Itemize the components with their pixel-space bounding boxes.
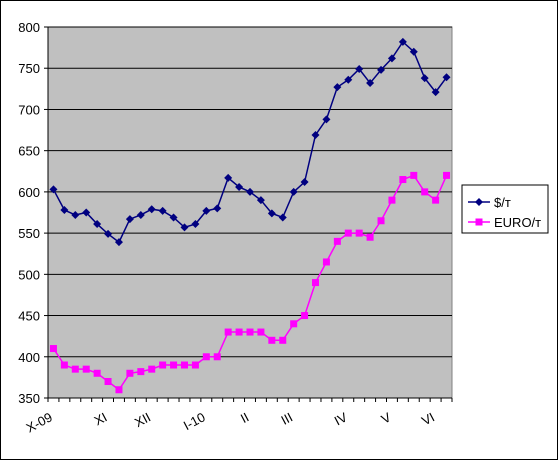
point — [148, 365, 156, 373]
point — [224, 328, 232, 336]
point — [268, 336, 276, 344]
point — [191, 220, 200, 229]
point — [421, 188, 429, 196]
point — [136, 210, 145, 219]
point — [475, 198, 483, 206]
point — [93, 369, 101, 377]
y-tick-label: 800 — [18, 20, 40, 35]
point — [267, 209, 276, 218]
point — [366, 233, 374, 241]
point — [125, 215, 134, 224]
y-tick-label: 350 — [18, 391, 40, 406]
y-tick-label: 500 — [18, 267, 40, 282]
point — [180, 361, 188, 369]
point — [279, 336, 287, 344]
point — [235, 328, 243, 336]
point — [420, 74, 429, 83]
point — [278, 213, 287, 222]
point — [312, 279, 320, 287]
y-tick-label: 700 — [18, 102, 40, 117]
point — [213, 353, 221, 361]
point — [311, 131, 320, 140]
point — [475, 218, 483, 226]
point — [409, 47, 418, 56]
point — [60, 361, 68, 369]
point — [169, 213, 178, 222]
point — [410, 171, 418, 179]
plot-area — [47, 26, 453, 399]
point — [82, 365, 90, 373]
point — [432, 196, 440, 204]
point — [213, 204, 222, 213]
point — [333, 83, 342, 92]
point — [322, 258, 330, 266]
point — [191, 361, 199, 369]
point — [104, 229, 113, 238]
point — [387, 54, 396, 63]
point — [104, 378, 112, 386]
point — [180, 223, 189, 232]
point — [126, 369, 134, 377]
point — [202, 353, 210, 361]
point — [115, 386, 123, 394]
point — [289, 187, 298, 196]
point — [322, 115, 331, 124]
point — [246, 328, 254, 336]
point — [256, 196, 265, 205]
point — [377, 65, 386, 74]
legend: $/т EURO/т — [461, 184, 549, 234]
legend-label: EURO/т — [494, 215, 541, 230]
point — [300, 177, 309, 186]
point — [366, 79, 375, 88]
point — [71, 210, 80, 219]
point — [147, 205, 156, 214]
point — [344, 75, 353, 84]
point — [158, 206, 167, 215]
point — [246, 187, 254, 196]
point — [60, 206, 69, 215]
point — [442, 73, 451, 82]
point — [202, 206, 211, 215]
point — [355, 65, 364, 74]
point — [290, 320, 298, 328]
point — [399, 176, 407, 184]
y-tick-label: 750 — [18, 61, 40, 76]
point — [431, 88, 440, 97]
point — [257, 328, 265, 336]
point — [388, 196, 396, 204]
y-tick-label: 450 — [18, 309, 40, 324]
point — [301, 312, 309, 320]
point — [49, 345, 57, 353]
point — [377, 217, 385, 225]
y-tick-label: 600 — [18, 185, 40, 200]
point — [137, 368, 145, 376]
x-tick-label: XII — [132, 409, 153, 430]
point — [93, 220, 102, 229]
y-tick-label: 650 — [18, 144, 40, 159]
point — [224, 173, 233, 182]
point — [159, 361, 167, 369]
point — [344, 229, 352, 237]
y-tick-label: 400 — [18, 350, 40, 365]
point — [82, 208, 91, 217]
point — [333, 237, 341, 245]
point — [71, 365, 79, 373]
legend-label: $/т — [494, 195, 511, 210]
point — [443, 171, 451, 179]
y-tick-label: 550 — [18, 226, 40, 241]
point — [398, 37, 407, 46]
point — [170, 361, 178, 369]
point — [235, 182, 244, 191]
point — [114, 238, 123, 247]
point — [49, 185, 58, 194]
point — [355, 229, 363, 237]
